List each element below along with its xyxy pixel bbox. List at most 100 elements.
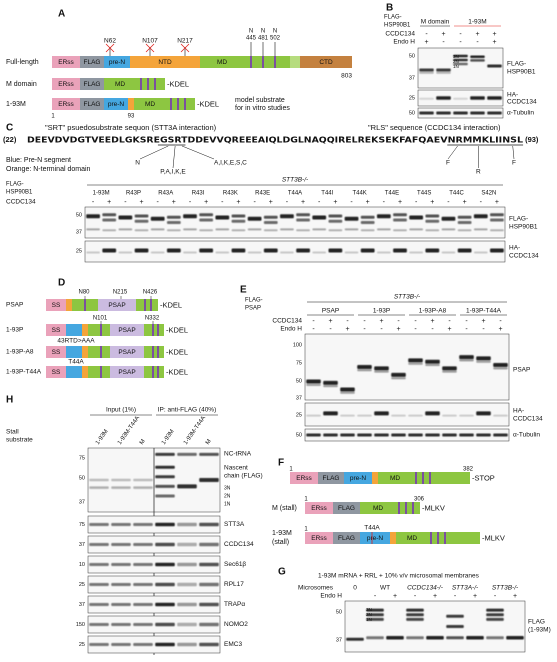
lane-sign: + xyxy=(498,326,502,333)
site-label: N101 xyxy=(93,316,108,322)
lane-sign: + xyxy=(204,199,208,206)
mw-marker: 37 xyxy=(409,75,415,81)
band xyxy=(306,379,321,384)
domain-box xyxy=(66,346,82,358)
band xyxy=(486,636,504,640)
band xyxy=(360,229,375,232)
mw-marker: 50 xyxy=(79,475,85,481)
lane-sign: - xyxy=(476,39,479,46)
band xyxy=(357,414,372,417)
lane-sign: - xyxy=(318,199,321,206)
domain-label: PSAP xyxy=(118,349,135,356)
mutation-line xyxy=(181,145,215,160)
row-label: CCDC134 xyxy=(6,199,36,206)
domain-label: SS xyxy=(52,369,61,376)
band xyxy=(366,613,384,617)
lane-sign: + xyxy=(475,31,479,38)
lane-sign: + xyxy=(513,593,517,600)
blot xyxy=(304,333,510,401)
residue-number: 803 xyxy=(341,73,352,80)
lane-sign: + xyxy=(393,593,397,600)
domain-box xyxy=(378,472,440,484)
band xyxy=(263,215,278,219)
band xyxy=(231,229,246,232)
band xyxy=(419,71,434,74)
legend: Blue: Pre-N segment xyxy=(6,157,71,164)
band xyxy=(376,228,391,231)
band xyxy=(150,251,165,254)
band xyxy=(490,248,504,253)
lane-sign: - xyxy=(312,326,315,333)
band xyxy=(425,359,440,364)
band xyxy=(459,414,474,417)
row-label: CCDC134 xyxy=(385,31,415,38)
lane-sign: - xyxy=(346,318,349,325)
band xyxy=(376,251,391,254)
lane-sign: - xyxy=(414,593,417,600)
band xyxy=(134,248,149,253)
band xyxy=(215,228,230,231)
group-header: PSAP xyxy=(322,308,339,315)
band xyxy=(89,478,109,482)
panel-label: H xyxy=(6,395,13,406)
construct-label: T44I xyxy=(321,191,333,197)
mw-marker: 37 xyxy=(76,229,82,235)
band xyxy=(199,218,214,222)
site-cross xyxy=(105,43,115,53)
blot-label: NOMO2 xyxy=(224,621,248,628)
lane-sign: + xyxy=(328,318,332,325)
band xyxy=(280,251,294,254)
blot-label: Sec61β xyxy=(224,561,246,568)
band xyxy=(473,251,488,254)
mw-marker: 50 xyxy=(409,110,415,116)
mw-marker: 37 xyxy=(79,499,85,505)
band xyxy=(155,602,175,607)
band xyxy=(111,523,131,526)
lane-label: 1-93M-T44A xyxy=(183,415,207,446)
lane-sign: - xyxy=(459,39,462,46)
band xyxy=(408,362,423,365)
lane-sign: - xyxy=(397,318,400,325)
domain-box xyxy=(130,56,200,68)
band xyxy=(199,622,219,627)
band xyxy=(406,613,424,617)
site-label: N62 xyxy=(104,38,116,45)
mw-marker: 75 xyxy=(79,455,85,461)
band xyxy=(199,248,214,253)
band xyxy=(312,228,327,231)
site-cross xyxy=(145,43,155,53)
glycosite-stripe xyxy=(444,532,446,544)
lane-sign: + xyxy=(492,39,496,46)
lane-sign: - xyxy=(414,326,417,333)
domain-box xyxy=(200,56,290,68)
lane-sign: - xyxy=(92,199,95,206)
group-header: 1-93M xyxy=(468,19,486,26)
panel-label: B xyxy=(386,3,393,14)
lane-sign: + xyxy=(301,199,305,206)
label: Full-length xyxy=(6,59,39,66)
blot-label: STT3A xyxy=(224,521,245,528)
band xyxy=(133,543,153,546)
site-label: 481 xyxy=(258,36,269,42)
panel-label: G xyxy=(278,567,286,578)
band xyxy=(340,387,355,392)
domain-label: SS xyxy=(52,327,61,334)
band xyxy=(470,96,485,100)
domain-box xyxy=(46,299,66,311)
tail: -KDEL xyxy=(197,99,219,108)
band xyxy=(155,562,175,567)
domain-label: MD xyxy=(407,535,417,542)
domain-box xyxy=(333,532,360,544)
blot-label: CCDC134 xyxy=(507,99,537,106)
band xyxy=(263,248,278,253)
label: "RLS" sequence (CCDC134 interaction) xyxy=(368,123,501,132)
lane-sign: - xyxy=(494,593,497,600)
domain-label: SS xyxy=(52,302,61,309)
band xyxy=(442,366,457,371)
band xyxy=(453,58,468,62)
domain-box xyxy=(88,324,110,336)
lane-sign: + xyxy=(495,199,499,206)
band xyxy=(340,414,355,417)
mw-marker: 50 xyxy=(336,609,342,615)
legend: Orange: N-terminal domain xyxy=(6,166,91,173)
